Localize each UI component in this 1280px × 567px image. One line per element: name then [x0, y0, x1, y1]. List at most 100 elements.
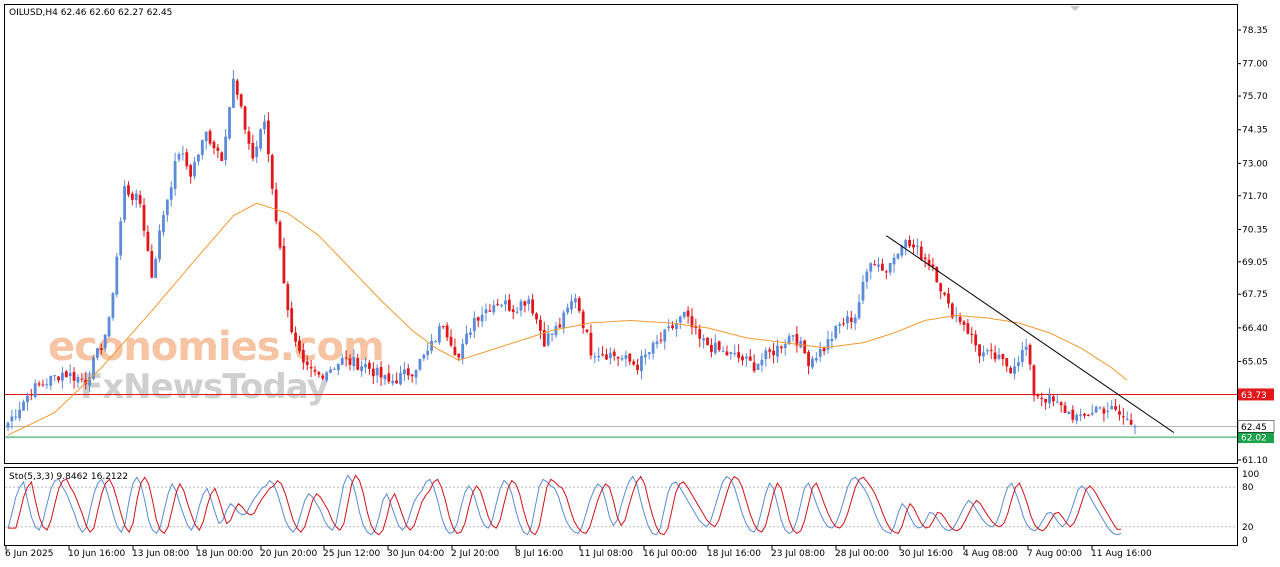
price-tick-label: 78.35	[1242, 26, 1268, 36]
candle-body	[169, 187, 173, 200]
price-tick-label: 77.00	[1242, 60, 1268, 70]
candle-body	[570, 301, 573, 310]
candle-body	[204, 131, 208, 142]
candle-body	[165, 199, 169, 215]
candle-body	[562, 312, 566, 329]
candle-body	[228, 107, 231, 139]
candle-body	[445, 325, 449, 338]
candle-body	[535, 313, 538, 320]
candle-body	[441, 325, 445, 328]
candle-body	[10, 416, 14, 422]
price-tick-label: 65.05	[1242, 358, 1268, 368]
candle-body	[476, 317, 480, 321]
candle-body	[519, 301, 523, 311]
candle-body	[811, 358, 814, 368]
candle-body	[37, 383, 41, 385]
candle-body	[667, 326, 671, 329]
candle-body	[484, 309, 488, 314]
candle-body	[779, 346, 783, 349]
price-axis: 78.35 77.00 75.70 74.35 73.00 71.70 70.35 69.05…	[1237, 26, 1268, 466]
candle-body	[57, 376, 60, 381]
candle-body	[26, 395, 29, 403]
candle-body	[329, 369, 332, 373]
candle-body	[1009, 367, 1013, 373]
candle-body	[461, 343, 465, 359]
candle-body	[504, 300, 507, 305]
candle-body	[678, 316, 682, 323]
candle-body	[395, 380, 399, 384]
candle-body	[1098, 407, 1102, 409]
candle-body	[1028, 344, 1032, 365]
time-tick-label: 23 Jul 08:00	[771, 549, 825, 559]
time-tick-label: 8 Jul 16:00	[515, 549, 564, 559]
candle-body	[72, 372, 76, 381]
candle-body	[542, 329, 546, 347]
candle-body	[748, 356, 752, 361]
candle-body	[294, 332, 297, 342]
candle-body	[336, 364, 340, 371]
candle-body	[1094, 406, 1098, 413]
candle-body	[970, 333, 974, 335]
candle-body	[612, 351, 616, 357]
candle-body	[453, 346, 457, 356]
time-tick-label: 4 Aug 08:00	[963, 549, 1018, 559]
candle-body	[853, 317, 857, 324]
stochastic-signal-line	[8, 474, 1122, 536]
candle-body	[849, 317, 853, 322]
candle-body	[402, 369, 406, 375]
candle-body	[434, 341, 437, 343]
candle-body	[305, 361, 309, 366]
candle-body	[947, 293, 950, 304]
candle-body	[457, 353, 461, 358]
time-tick-label: 13 Jun 08:00	[132, 549, 189, 559]
watermark-economies: economies.com	[48, 324, 384, 370]
candle-body	[717, 341, 721, 351]
candle-body	[134, 193, 138, 201]
candle-body	[298, 340, 301, 352]
scroll-marker-icon[interactable]	[1070, 6, 1080, 11]
time-tick-label: 16 Jul 00:00	[643, 549, 697, 559]
downtrend-line[interactable]	[886, 235, 1175, 433]
candle-body	[197, 154, 200, 162]
candle-body	[212, 141, 216, 149]
candle-body	[593, 356, 597, 358]
candle-body	[92, 357, 95, 379]
candle-body	[546, 333, 550, 346]
candle-body	[706, 337, 709, 346]
time-tick-label: 30 Jul 16:00	[899, 549, 953, 559]
time-tick-label: 20 Jun 20:00	[260, 549, 317, 559]
candle-body	[931, 264, 935, 267]
candle-body	[449, 336, 453, 346]
candle-body	[18, 409, 22, 419]
candle-body	[472, 317, 476, 332]
candle-body	[61, 372, 64, 381]
candle-body	[822, 347, 826, 352]
candle-body	[189, 165, 193, 177]
candle-body	[752, 362, 756, 371]
chart-symbol-header: OILUSD,H4 62.46 62.60 62.27 62.45	[9, 8, 172, 18]
candle-body	[721, 350, 725, 352]
candle-body	[263, 121, 266, 130]
candle-body	[729, 352, 733, 354]
candle-body	[597, 355, 601, 358]
candle-body	[659, 339, 663, 341]
candle-body	[566, 307, 570, 313]
candle-body	[418, 358, 422, 370]
candle-body	[220, 152, 224, 161]
candle-body	[146, 231, 150, 251]
candle-body	[640, 355, 643, 372]
candle-body	[799, 340, 803, 348]
candle-body	[127, 185, 130, 195]
candle-body	[492, 305, 496, 313]
candle-body	[830, 339, 834, 342]
candle-body	[935, 266, 939, 282]
candle-body	[1114, 406, 1117, 410]
candle-body	[1133, 426, 1137, 428]
candle-body	[317, 372, 321, 375]
candle-body	[873, 264, 877, 266]
candle-body	[406, 368, 410, 376]
candle-body	[1067, 411, 1071, 415]
candle-body	[200, 140, 204, 156]
stochastic-level-label: 100	[1242, 470, 1259, 480]
candle-body	[908, 240, 911, 247]
